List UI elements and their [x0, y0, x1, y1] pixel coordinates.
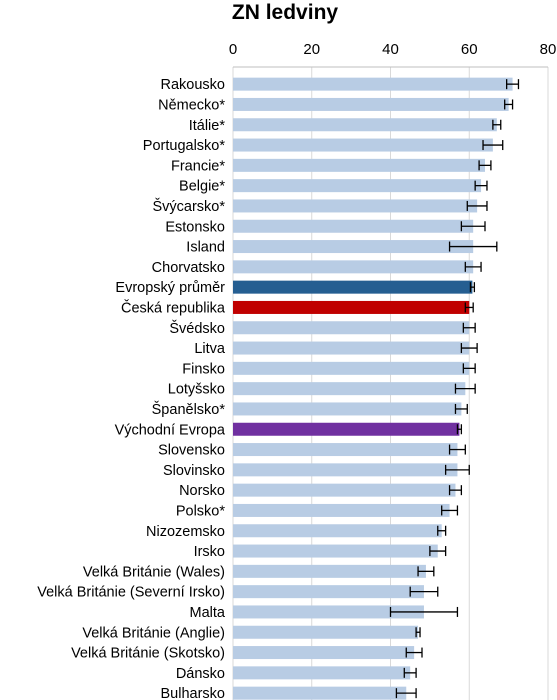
bar [233, 524, 442, 538]
x-tick-label: 0 [229, 41, 237, 58]
bar [233, 179, 482, 193]
bar [233, 422, 460, 436]
category-labels: Rakousko Německo* Itálie* Portugalsko* Franc… [37, 77, 226, 700]
bar [233, 199, 478, 213]
category-label: Francie* [171, 158, 225, 174]
bar [233, 321, 470, 335]
category-label: Východní Evropa [115, 422, 226, 438]
category-label: Rakousko [161, 77, 225, 93]
category-label: Litva [194, 341, 226, 357]
bar [233, 585, 424, 599]
bar [233, 402, 462, 416]
bar [233, 544, 438, 558]
category-label: Slovensko [158, 443, 225, 459]
bar [233, 503, 450, 517]
error-bars [389, 79, 520, 699]
bar [233, 341, 470, 355]
bar [233, 666, 411, 680]
category-label: Bulharsko [161, 686, 225, 700]
category-label: Švýcarsko* [152, 198, 225, 215]
category-label: Belgie* [179, 179, 225, 195]
bar [233, 300, 470, 314]
bars [233, 77, 513, 700]
category-label: Chorvatsko [152, 260, 225, 276]
bar [233, 646, 415, 660]
bar [233, 564, 426, 578]
category-label: Polsko* [176, 503, 226, 519]
x-axis-ticks: 0 20 40 60 80 [229, 41, 557, 58]
bar [233, 280, 473, 294]
category-label: Velká Británie (Skotsko) [71, 646, 225, 662]
category-label: Norsko [179, 483, 225, 499]
bar [233, 382, 466, 396]
bar [233, 625, 419, 639]
category-label: Portugalsko* [143, 138, 226, 154]
x-tick-label: 20 [303, 41, 320, 58]
category-label: Lotyšsko [168, 382, 225, 398]
x-tick-label: 80 [540, 41, 557, 58]
bar [233, 605, 424, 619]
bar [233, 361, 470, 375]
bar [233, 97, 509, 111]
category-label: Slovinsko [163, 463, 225, 479]
category-label: Evropský průměr [115, 280, 225, 296]
category-label: Irsko [194, 544, 225, 560]
category-label: Finsko [182, 361, 225, 377]
category-label: Dánsko [176, 666, 225, 682]
bar [233, 158, 485, 172]
bar [233, 240, 474, 254]
category-label: Malta [190, 605, 226, 621]
category-label: Velká Británie (Wales) [83, 564, 225, 580]
category-label: Španělsko* [152, 401, 226, 418]
bar [233, 463, 458, 477]
category-label: Velká Británie (Anglie) [82, 625, 225, 641]
bar [233, 77, 513, 91]
bar [233, 260, 474, 274]
category-label: Nizozemsko [146, 524, 225, 540]
x-tick-label: 60 [461, 41, 478, 58]
bar [233, 138, 493, 152]
category-label: Švédsko [169, 320, 225, 337]
bar [233, 118, 497, 132]
x-tick-label: 40 [382, 41, 399, 58]
bar [233, 483, 456, 497]
category-label: Velká Británie (Severní Irsko) [37, 585, 225, 601]
bar [233, 219, 474, 233]
category-label: Island [186, 240, 225, 256]
category-label: Estonsko [165, 219, 225, 235]
category-label: Itálie* [189, 118, 226, 134]
chart-title: ZN ledviny [232, 1, 339, 24]
bar [233, 443, 458, 457]
category-label: Česká republika [121, 299, 226, 316]
category-label: Německo* [158, 97, 225, 113]
bar [233, 686, 407, 700]
